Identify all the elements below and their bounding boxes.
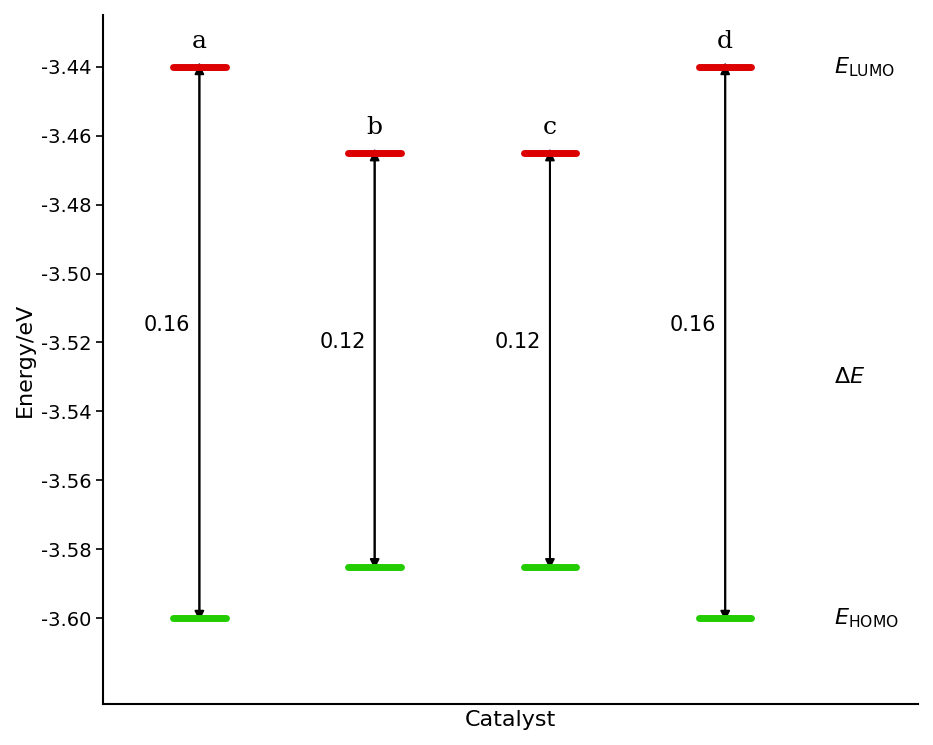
Text: $E_\mathregular{HOMO}$: $E_\mathregular{HOMO}$ (834, 606, 898, 630)
Text: $\Delta\mathit{E}$: $\Delta\mathit{E}$ (834, 367, 865, 387)
Y-axis label: Energy/eV: Energy/eV (15, 302, 35, 417)
X-axis label: Catalyst: Catalyst (465, 710, 556, 730)
Text: 0.12: 0.12 (494, 332, 541, 352)
Text: c: c (543, 116, 557, 139)
Text: a: a (192, 30, 207, 53)
Text: 0.16: 0.16 (670, 315, 717, 335)
Text: 0.12: 0.12 (319, 332, 366, 352)
Text: $E_\mathregular{LUMO}$: $E_\mathregular{LUMO}$ (834, 55, 895, 78)
Text: 0.16: 0.16 (144, 315, 190, 335)
Text: d: d (717, 30, 733, 53)
Text: b: b (367, 116, 383, 139)
